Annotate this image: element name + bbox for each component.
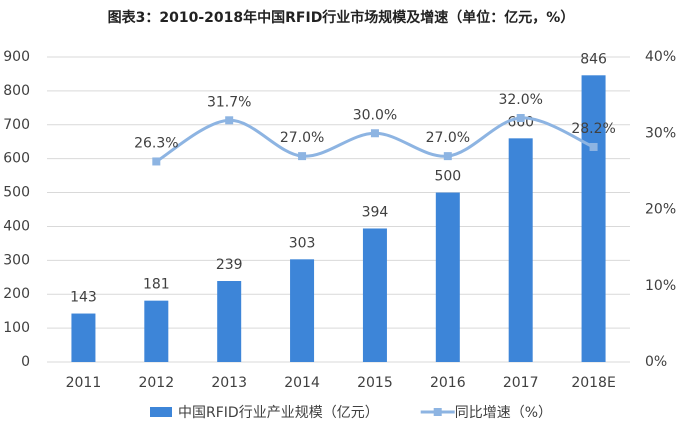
line-marker	[516, 114, 525, 122]
line-marker	[298, 152, 307, 161]
bar-value-label: 181	[143, 277, 170, 293]
bar	[362, 228, 387, 362]
line-value-label: 26.3%	[134, 135, 178, 151]
x-tick-label: 2016	[430, 375, 466, 391]
x-tick-label: 2014	[284, 375, 320, 391]
bar	[144, 300, 169, 362]
y-tick-label: 500	[3, 185, 30, 201]
chart-title: 图表3：2010-2018年中国RFID行业市场规模及增速（单位：亿元，%）	[108, 9, 575, 26]
y2-tick-label: 40%	[645, 49, 676, 65]
y-tick-label: 300	[3, 252, 30, 268]
y-tick-label: 400	[3, 218, 30, 234]
x-tick-label: 2012	[138, 375, 174, 391]
y2-tick-label: 20%	[645, 202, 676, 218]
legend-label: 同比增速（%）	[455, 405, 552, 421]
y-tick-label: 100	[3, 320, 30, 336]
legend-swatch	[433, 408, 442, 416]
y2-tick-label: 10%	[645, 278, 676, 294]
bar	[581, 75, 606, 363]
line-value-label: 27.0%	[280, 130, 324, 146]
bar	[290, 259, 315, 362]
line-value-label: 27.0%	[426, 130, 470, 146]
x-tick-label: 2017	[503, 375, 539, 391]
y-tick-label: 200	[3, 286, 30, 302]
line-value-label: 32.0%	[498, 92, 542, 108]
line-value-label: 30.0%	[353, 107, 397, 123]
bar-value-label: 239	[216, 257, 243, 273]
x-tick-label: 2011	[66, 375, 102, 391]
line-marker	[152, 157, 161, 166]
line-marker	[443, 152, 452, 161]
bar-value-label: 846	[580, 51, 607, 67]
line-marker	[589, 142, 598, 151]
x-tick-label: 2013	[211, 375, 247, 391]
bar-value-label: 143	[70, 290, 97, 306]
bar	[71, 313, 96, 362]
legend-label: 中国RFID行业产业规模（亿元）	[178, 405, 379, 421]
bar-value-label: 500	[434, 169, 461, 185]
line-marker	[225, 116, 234, 125]
x-tick-label: 2018E	[571, 375, 615, 391]
y-tick-label: 0	[21, 354, 30, 370]
y-tick-label: 900	[3, 49, 30, 65]
line-marker	[370, 129, 379, 138]
y2-tick-label: 0%	[645, 354, 667, 370]
line-value-label: 28.2%	[571, 121, 615, 137]
bar	[508, 138, 533, 362]
y-tick-label: 800	[3, 83, 30, 99]
legend-swatch	[150, 407, 172, 417]
bar	[435, 192, 460, 362]
x-tick-label: 2015	[357, 375, 393, 391]
bar-value-label: 303	[289, 235, 316, 251]
bar-value-label: 394	[362, 204, 389, 220]
y-tick-label: 700	[3, 117, 30, 133]
bar	[217, 281, 242, 362]
line-value-label: 31.7%	[207, 94, 251, 110]
y-tick-label: 600	[3, 151, 30, 167]
y2-tick-label: 30%	[645, 125, 676, 141]
